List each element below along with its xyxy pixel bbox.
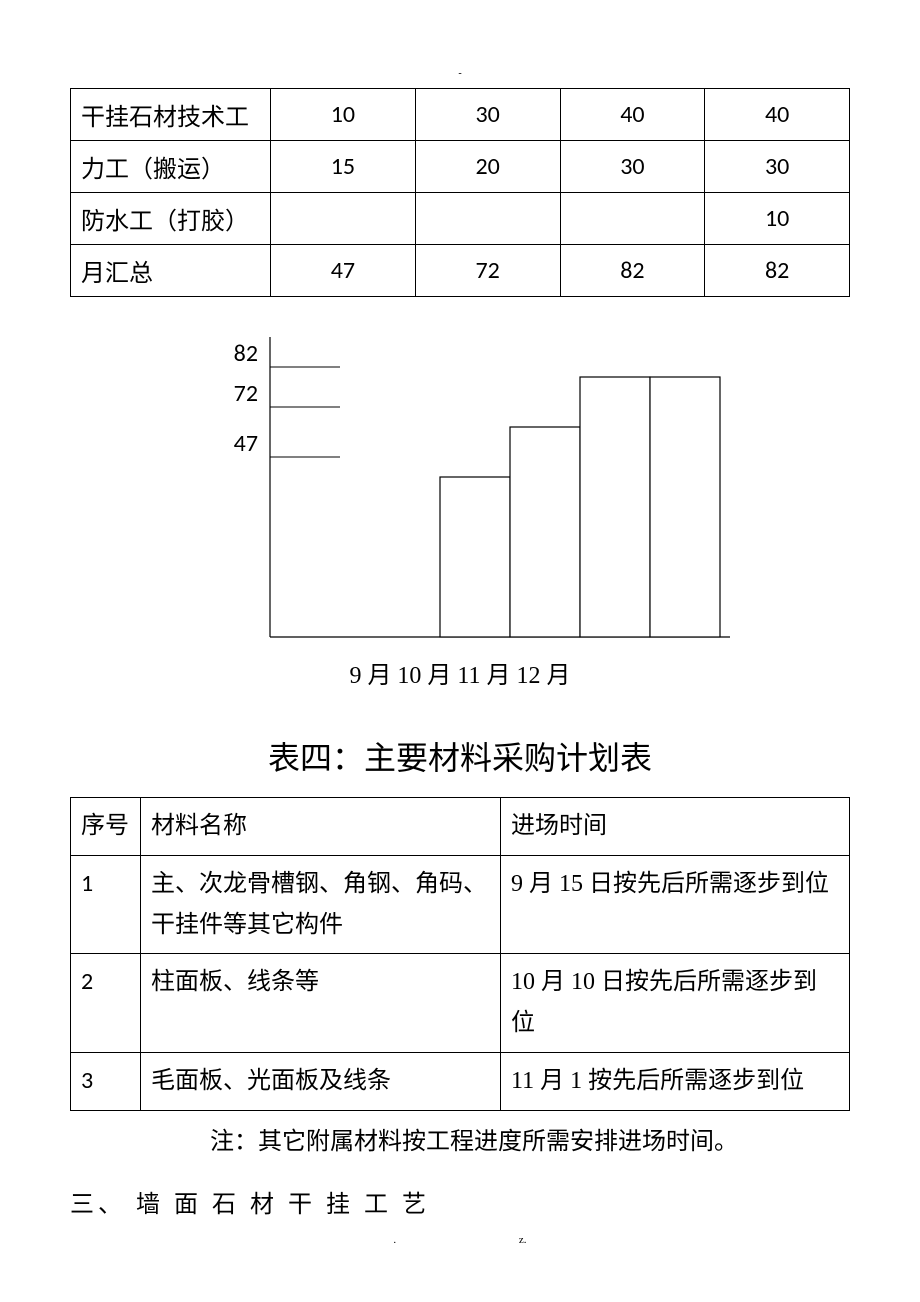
time-cell: 10 月 10 日按先后所需逐步到位	[501, 954, 850, 1053]
row-value: 40	[705, 89, 850, 141]
row-value: 20	[415, 141, 560, 193]
footer-dot: .	[393, 1234, 396, 1246]
table-row: 月汇总47728282	[71, 245, 850, 297]
table-row: 干挂石材技术工10304040	[71, 89, 850, 141]
time-cell: 11 月 1 按先后所需逐步到位	[501, 1052, 850, 1110]
chart-svg: 82 72 47	[190, 337, 730, 647]
material-plan-tbody: 1主、次龙骨槽钢、角钢、角码、干挂件等其它构件9 月 15 日按先后所需逐步到位…	[71, 855, 850, 1110]
seq-cell: 2	[71, 954, 141, 1053]
chart-bar	[510, 427, 580, 637]
row-value: 72	[415, 245, 560, 297]
row-value: 40	[560, 89, 705, 141]
y-tick-label: 47	[234, 429, 258, 458]
seq-cell: 1	[71, 855, 141, 954]
material-note: 注：其它附属材料按工程进度所需安排进场时间。	[70, 1121, 850, 1156]
page-header-dash: -	[458, 68, 461, 79]
row-value: 82	[560, 245, 705, 297]
material-plan-table: 序号 材料名称 进场时间 1主、次龙骨槽钢、角钢、角码、干挂件等其它构件9 月 …	[70, 797, 850, 1111]
page-footer: . z.	[0, 1234, 920, 1246]
y-tick-label: 72	[234, 379, 258, 408]
y-tick-label: 82	[234, 339, 258, 368]
section-3-heading: 三、 墙 面 石 材 干 挂 工 艺	[70, 1184, 850, 1219]
row-value: 82	[705, 245, 850, 297]
row-value: 30	[705, 141, 850, 193]
name-cell: 主、次龙骨槽钢、角钢、角码、干挂件等其它构件	[141, 855, 501, 954]
time-cell: 9 月 15 日按先后所需逐步到位	[501, 855, 850, 954]
chart-bar	[650, 377, 720, 637]
col-time-header: 进场时间	[501, 798, 850, 856]
chart-x-labels: 9 月 10 月 11 月 12 月	[190, 655, 730, 690]
table4-heading: 表四：主要材料采购计划表	[70, 733, 850, 779]
row-label: 力工（搬运）	[71, 141, 271, 193]
name-cell: 柱面板、线条等	[141, 954, 501, 1053]
chart-bar	[440, 477, 510, 637]
monthly-total-chart: 82 72 47 9 月 10 月 11 月 12 月	[190, 337, 730, 707]
row-value: 15	[271, 141, 416, 193]
footer-z: z.	[519, 1234, 527, 1246]
row-value: 47	[271, 245, 416, 297]
row-label: 月汇总	[71, 245, 271, 297]
chart-bar	[580, 377, 650, 637]
seq-cell: 3	[71, 1052, 141, 1110]
table-row: 防水工（打胶） 10	[71, 193, 850, 245]
table-row: 2柱面板、线条等10 月 10 日按先后所需逐步到位	[71, 954, 850, 1053]
labor-summary-table: 干挂石材技术工10304040力工（搬运）15203030防水工（打胶）10月汇…	[70, 88, 850, 297]
row-value	[560, 193, 705, 245]
col-seq-header: 序号	[71, 798, 141, 856]
table-row: 力工（搬运）15203030	[71, 141, 850, 193]
labor-summary-tbody: 干挂石材技术工10304040力工（搬运）15203030防水工（打胶）10月汇…	[71, 89, 850, 297]
row-value: 30	[560, 141, 705, 193]
table-row: 3毛面板、光面板及线条11 月 1 按先后所需逐步到位	[71, 1052, 850, 1110]
col-name-header: 材料名称	[141, 798, 501, 856]
name-cell: 毛面板、光面板及线条	[141, 1052, 501, 1110]
row-value: 30	[415, 89, 560, 141]
row-label: 防水工（打胶）	[71, 193, 271, 245]
row-value: 10	[705, 193, 850, 245]
row-value	[271, 193, 416, 245]
table-row: 1主、次龙骨槽钢、角钢、角码、干挂件等其它构件9 月 15 日按先后所需逐步到位	[71, 855, 850, 954]
row-value	[415, 193, 560, 245]
row-label: 干挂石材技术工	[71, 89, 271, 141]
table-header-row: 序号 材料名称 进场时间	[71, 798, 850, 856]
row-value: 10	[271, 89, 416, 141]
